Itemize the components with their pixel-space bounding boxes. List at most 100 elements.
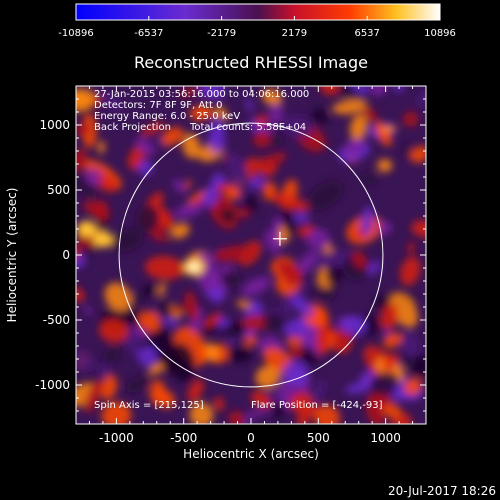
image-texture-blob [99,362,110,379]
image-texture-blob [84,378,102,414]
image-texture-blob [173,202,204,218]
image-texture-blob [189,105,213,121]
image-texture-blob [244,194,258,214]
image-texture-blob [345,382,371,394]
image-texture-blob [99,318,129,343]
image-texture-blob [313,107,329,125]
image-texture-blob [168,305,187,314]
plot-title: Reconstructed RHESSI Image [134,53,368,72]
limb-bright-feature [92,231,113,248]
image-texture-blob [110,228,143,253]
x-axis-label: Heliocentric X (arcsec) [183,447,319,461]
colorbar-tick-label: 6537 [354,28,379,39]
image-texture-blob [383,332,403,349]
colorbar-labels: -10896 -6537 -2179 2179 6537 10896 [58,28,456,39]
image-texture-blob [262,152,287,168]
image-texture-blob [228,411,246,424]
image-texture-blob [135,137,155,156]
image-texture-blob [307,180,343,211]
image-texture-blob [104,282,132,312]
image-texture-blob [363,106,378,123]
image-texture-blob [241,276,271,297]
image-texture-blob [140,122,165,137]
colorbar-tick-label: -10896 [58,28,93,39]
y-tick-label: -500 [43,313,70,327]
image-texture-blob [125,375,151,393]
y-tick-label: 0 [62,248,70,262]
x-tick-label: 0 [247,431,255,445]
image-texture-blob [226,347,252,363]
limb-bright-feature [76,221,97,237]
image-texture-blob [143,282,156,297]
image-texture-blob [249,176,265,190]
image-texture-blob [220,207,236,224]
image-texture-blob [400,332,420,357]
image-texture-blob [213,397,225,411]
image-texture-blob [132,327,150,340]
image-texture-blob [236,300,252,309]
image-texture-blob [225,152,250,184]
image-texture-blob [85,168,103,186]
image-texture-blob [94,199,110,222]
image-texture-blob [76,251,86,268]
image-texture-blob [410,145,426,163]
image-texture-blob [244,335,257,347]
image-texture-blob [271,193,309,212]
x-tick-label: -500 [170,431,197,445]
image-texture-blob [83,306,93,315]
image-texture-blob [76,176,97,198]
image-texture-blob [245,98,253,112]
image-texture-blob [152,234,171,242]
image-texture-blob [382,352,399,371]
colorbar-tick-label: -2179 [207,28,236,39]
flare-source-core [187,262,200,273]
y-tick-label: 500 [47,183,70,197]
image-texture-blob [375,121,392,147]
reconstructed-image [76,86,426,424]
image-texture-blob [402,142,412,160]
image-texture-blob [403,378,423,396]
image-texture-blob [179,86,200,98]
image-texture-blob [369,86,387,96]
image-texture-blob [380,304,399,330]
annotation-energy-range: Energy Range: 6.0 - 25.0 keV [94,111,240,122]
image-texture-blob [282,115,314,138]
image-texture-blob [240,314,269,332]
x-tick-label: 500 [307,431,330,445]
image-texture-blob [294,212,309,223]
image-texture-blob [76,348,95,371]
image-texture-blob [410,355,426,377]
image-texture-blob [289,392,313,413]
colorbar [75,3,441,21]
image-texture-blob [377,158,393,173]
image-texture-blob [306,228,330,250]
image-texture-blob [236,343,244,353]
image-texture-blob [172,178,186,194]
image-texture-blob [296,250,320,275]
axis-ticks [76,86,426,424]
image-texture-blob [311,379,326,404]
image-texture-blob [102,345,120,366]
y-tick-label: -1000 [35,378,70,392]
image-texture-blob [76,149,88,172]
image-texture-blob [187,379,204,403]
image-texture-blob [269,103,284,124]
image-texture-blob [214,245,256,262]
image-texture-blob [201,186,219,208]
image-texture-blob [99,90,123,112]
image-texture-blob [138,310,161,333]
image-texture-blob [144,255,185,280]
image-texture-blob [100,374,118,400]
image-texture-blob [268,134,284,147]
image-texture-blob [281,264,303,286]
image-texture-blob [354,229,364,239]
image-texture-blob [250,390,271,409]
image-texture-blob [189,402,214,424]
timestamp: 20-Jul-2017 18:26 [388,484,496,498]
image-texture-blob [407,241,416,255]
image-texture-blob [282,360,309,386]
image-texture-blob [148,362,165,375]
image-texture-blob [82,113,97,149]
image-texture-blob [137,346,158,367]
image-texture-blob [380,125,397,133]
